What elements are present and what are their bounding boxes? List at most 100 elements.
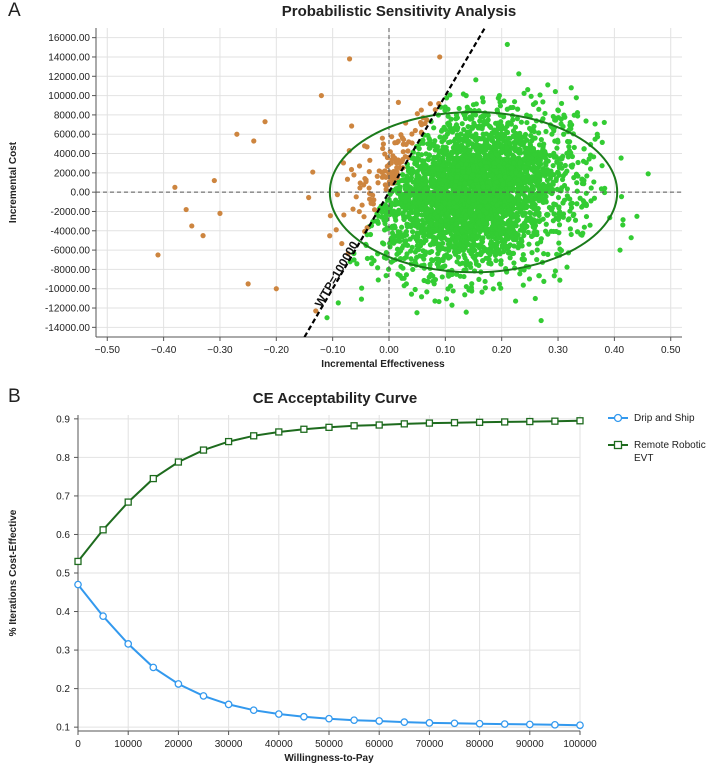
scatter-point-cost-effective xyxy=(351,257,357,263)
scatter-point-cost-effective xyxy=(545,231,551,237)
scatter-point-cost-effective xyxy=(568,85,574,91)
scatter-point-cost-effective xyxy=(465,123,471,130)
scatter-point-cost-effective xyxy=(379,214,385,220)
data-point xyxy=(149,663,158,672)
scatter-point-cost-effective xyxy=(429,200,435,206)
scatter-point-cost-effective xyxy=(408,248,414,254)
scatter-point-cost-effective xyxy=(435,244,441,251)
scatter-point-cost-effective xyxy=(516,71,522,77)
scatter-point-not-cost-effective xyxy=(273,286,279,292)
y-tick-label: 0.00 xyxy=(71,188,91,199)
scatter-point-cost-effective xyxy=(467,147,473,153)
y-tick-label: 0.9 xyxy=(56,414,70,425)
scatter-point-cost-effective xyxy=(544,177,551,183)
scatter-point-cost-effective xyxy=(562,162,568,169)
scatter-point-cost-effective xyxy=(466,287,472,293)
scatter-point-cost-effective xyxy=(520,200,526,207)
scatter-point-cost-effective xyxy=(475,219,482,226)
legend-label: Drip and Ship xyxy=(634,413,695,424)
scatter-point-cost-effective xyxy=(565,195,571,201)
scatter-point-not-cost-effective xyxy=(327,233,333,239)
scatter-point-cost-effective xyxy=(444,210,450,217)
scatter-point-cost-effective xyxy=(424,278,430,284)
scatter-point-cost-effective xyxy=(470,152,476,158)
scatter-point-cost-effective xyxy=(477,161,484,168)
scatter-point-cost-effective xyxy=(383,273,389,279)
scatter-point-cost-effective xyxy=(482,160,488,166)
scatter-point-cost-effective xyxy=(402,198,409,204)
scatter-point-cost-effective xyxy=(424,206,430,212)
scatter-point-cost-effective xyxy=(556,165,563,171)
scatter-point-cost-effective xyxy=(414,158,420,164)
scatter-point-cost-effective xyxy=(414,208,420,214)
scatter-point-not-cost-effective xyxy=(366,168,372,175)
data-point xyxy=(375,717,384,725)
scatter-point-cost-effective xyxy=(453,221,459,227)
scatter-point-cost-effective xyxy=(446,201,453,207)
scatter-point-cost-effective xyxy=(515,177,521,184)
scatter-point-cost-effective xyxy=(484,164,490,170)
scatter-point-cost-effective xyxy=(462,234,468,240)
scatter-point-cost-effective xyxy=(502,199,508,205)
scatter-point-cost-effective xyxy=(569,153,575,160)
scatter-point-not-cost-effective xyxy=(437,54,443,60)
scatter-point-not-cost-effective xyxy=(379,174,385,180)
scatter-point-not-cost-effective xyxy=(405,148,411,154)
scatter-point-cost-effective xyxy=(526,160,532,167)
scatter-point-not-cost-effective xyxy=(327,213,333,219)
scatter-point-cost-effective xyxy=(581,146,587,152)
x-tick-label: 0.10 xyxy=(436,345,456,356)
scatter-point-cost-effective xyxy=(521,228,527,235)
data-point xyxy=(224,437,233,446)
y-tick-label: 6000.00 xyxy=(54,130,91,141)
data-point xyxy=(551,720,559,729)
scatter-point-cost-effective xyxy=(540,116,546,122)
scatter-point-cost-effective xyxy=(455,208,461,214)
scatter-point-cost-effective xyxy=(431,142,437,148)
scatter-point-cost-effective xyxy=(620,217,626,223)
scatter-point-not-cost-effective xyxy=(380,141,386,147)
data-point xyxy=(249,706,258,715)
scatter-point-cost-effective xyxy=(507,255,513,261)
scatter-point-cost-effective xyxy=(510,104,516,111)
scatter-point-cost-effective xyxy=(557,277,563,283)
data-point xyxy=(350,716,358,725)
scatter-point-cost-effective xyxy=(507,186,513,192)
scatter-point-cost-effective xyxy=(534,247,540,253)
scatter-point-cost-effective xyxy=(556,230,562,236)
scatter-point-cost-effective xyxy=(489,244,495,250)
scatter-point-cost-effective xyxy=(403,214,409,220)
scatter-point-cost-effective xyxy=(513,298,519,304)
scatter-point-cost-effective xyxy=(414,310,420,316)
series-drip-and-ship xyxy=(74,580,584,730)
scatter-point-cost-effective xyxy=(530,145,537,152)
data-point xyxy=(501,418,509,426)
psa-scatter-chart: Probabilistic Sensitivity Analysis 16000.… xyxy=(8,3,682,370)
scatter-point-cost-effective xyxy=(395,229,401,235)
scatter-point-cost-effective xyxy=(537,92,543,98)
scatter-point-cost-effective xyxy=(588,185,594,191)
scatter-point-cost-effective xyxy=(495,158,501,164)
scatter-point-cost-effective xyxy=(382,220,388,227)
scatter-point-cost-effective xyxy=(524,203,530,209)
scatter-point-cost-effective xyxy=(492,197,498,203)
scatter-point-cost-effective xyxy=(427,242,434,248)
scatter-point-cost-effective xyxy=(437,134,443,140)
scatter-point-cost-effective xyxy=(501,98,507,104)
x-tick-label: −0.40 xyxy=(151,345,177,356)
scatter-point-cost-effective xyxy=(479,237,485,243)
data-point xyxy=(450,719,459,728)
scatter-point-cost-effective xyxy=(547,189,553,195)
scatter-point-cost-effective xyxy=(531,128,537,135)
scatter-point-cost-effective xyxy=(477,213,483,219)
scatter-point-cost-effective xyxy=(494,152,500,158)
panel-b-letter: B xyxy=(8,386,21,407)
scatter-point-cost-effective xyxy=(491,160,497,167)
scatter-point-cost-effective xyxy=(445,286,451,292)
data-point xyxy=(174,680,183,688)
scatter-point-cost-effective xyxy=(494,231,500,237)
scatter-point-cost-effective xyxy=(482,278,488,285)
scatter-point-cost-effective xyxy=(601,189,608,196)
y-tick-label: -4000.00 xyxy=(51,226,91,237)
scatter-point-cost-effective xyxy=(399,224,405,230)
